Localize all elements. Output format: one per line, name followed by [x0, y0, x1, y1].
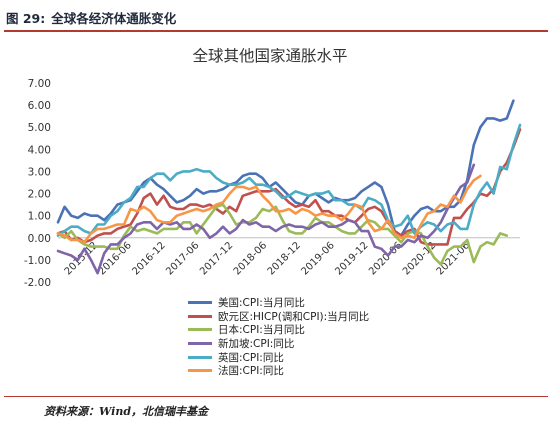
- legend-label: 新加坡:CPI:同比: [218, 338, 295, 351]
- y-tick-label: 2.00: [28, 189, 51, 201]
- legend-label: 日本:CPI:当月同比: [218, 324, 305, 337]
- legend-item: 英国:CPI:同比: [188, 350, 428, 364]
- legend-swatch: [188, 369, 212, 373]
- series-line-2: [56, 203, 509, 266]
- chart-area: 全球其他国家通胀水平 7.00 6.00 5.00 4.00 3.00 2.00 1.00 0…: [24, 47, 522, 289]
- x-tick-label: 2019-12: [333, 240, 370, 277]
- series-line-3: [56, 163, 476, 275]
- y-tick-label: 0.00: [28, 233, 51, 245]
- series-line-5: [56, 174, 482, 244]
- source-note: 资料来源：Wind，北信瑞丰基金: [44, 405, 209, 418]
- x-tick-label: 2017-06: [164, 240, 201, 277]
- legend-label: 美国:CPI:当月同比: [218, 297, 305, 310]
- x-tick-label: 2020-12: [401, 240, 438, 277]
- series-line-0: [56, 99, 515, 237]
- footer-rule: [4, 396, 548, 397]
- y-tick-label: -1.00: [24, 255, 51, 267]
- y-tick-label: 4.00: [28, 144, 51, 156]
- x-tick-label: 2018-12: [266, 240, 303, 277]
- y-tick-label: 5.00: [28, 122, 51, 134]
- series-line-1: [56, 128, 522, 246]
- x-tick-label: 2016-12: [130, 240, 167, 277]
- legend-item: 新加坡:CPI:同比: [188, 337, 428, 351]
- y-tick-label: 3.00: [28, 166, 51, 178]
- figure-header: 图 29: 全球各经济体通胀变化: [6, 6, 550, 28]
- legend-item: 美国:CPI:当月同比: [188, 296, 428, 310]
- y-tick-label: -2.00: [24, 277, 51, 289]
- legend-label: 欧元区:HICP(调和CPI):当月同比: [218, 310, 370, 323]
- legend-label: 英国:CPI:同比: [218, 351, 284, 364]
- legend-swatch: [188, 314, 212, 318]
- figure-caption: 全球各经济体通胀变化: [51, 10, 177, 26]
- series-layer: [56, 99, 522, 275]
- legend: 美国:CPI:当月同比 欧元区:HICP(调和CPI):当月同比 日本:CPI:当月…: [188, 296, 428, 378]
- x-tick-label: 2018-06: [232, 240, 269, 277]
- x-tick-label: 2019-06: [300, 240, 337, 277]
- chart-title: 全球其他国家通胀水平: [192, 47, 347, 65]
- legend-swatch: [188, 301, 212, 305]
- legend-item: 法国:CPI:同比: [188, 364, 428, 378]
- header-rule: [4, 30, 548, 32]
- y-tick-label: 1.00: [28, 211, 51, 223]
- y-tick-label: 6.00: [28, 100, 51, 112]
- legend-item: 日本:CPI:当月同比: [188, 323, 428, 337]
- figure-number: 图 29:: [6, 10, 46, 26]
- x-tick-label: 2017-12: [198, 240, 235, 277]
- legend-item: 欧元区:HICP(调和CPI):当月同比: [188, 310, 428, 324]
- legend-label: 法国:CPI:同比: [218, 365, 284, 378]
- series-line-4: [56, 123, 522, 237]
- y-tick-label: 7.00: [28, 78, 51, 90]
- legend-swatch: [188, 355, 212, 359]
- legend-swatch: [188, 342, 212, 346]
- legend-swatch: [188, 328, 212, 332]
